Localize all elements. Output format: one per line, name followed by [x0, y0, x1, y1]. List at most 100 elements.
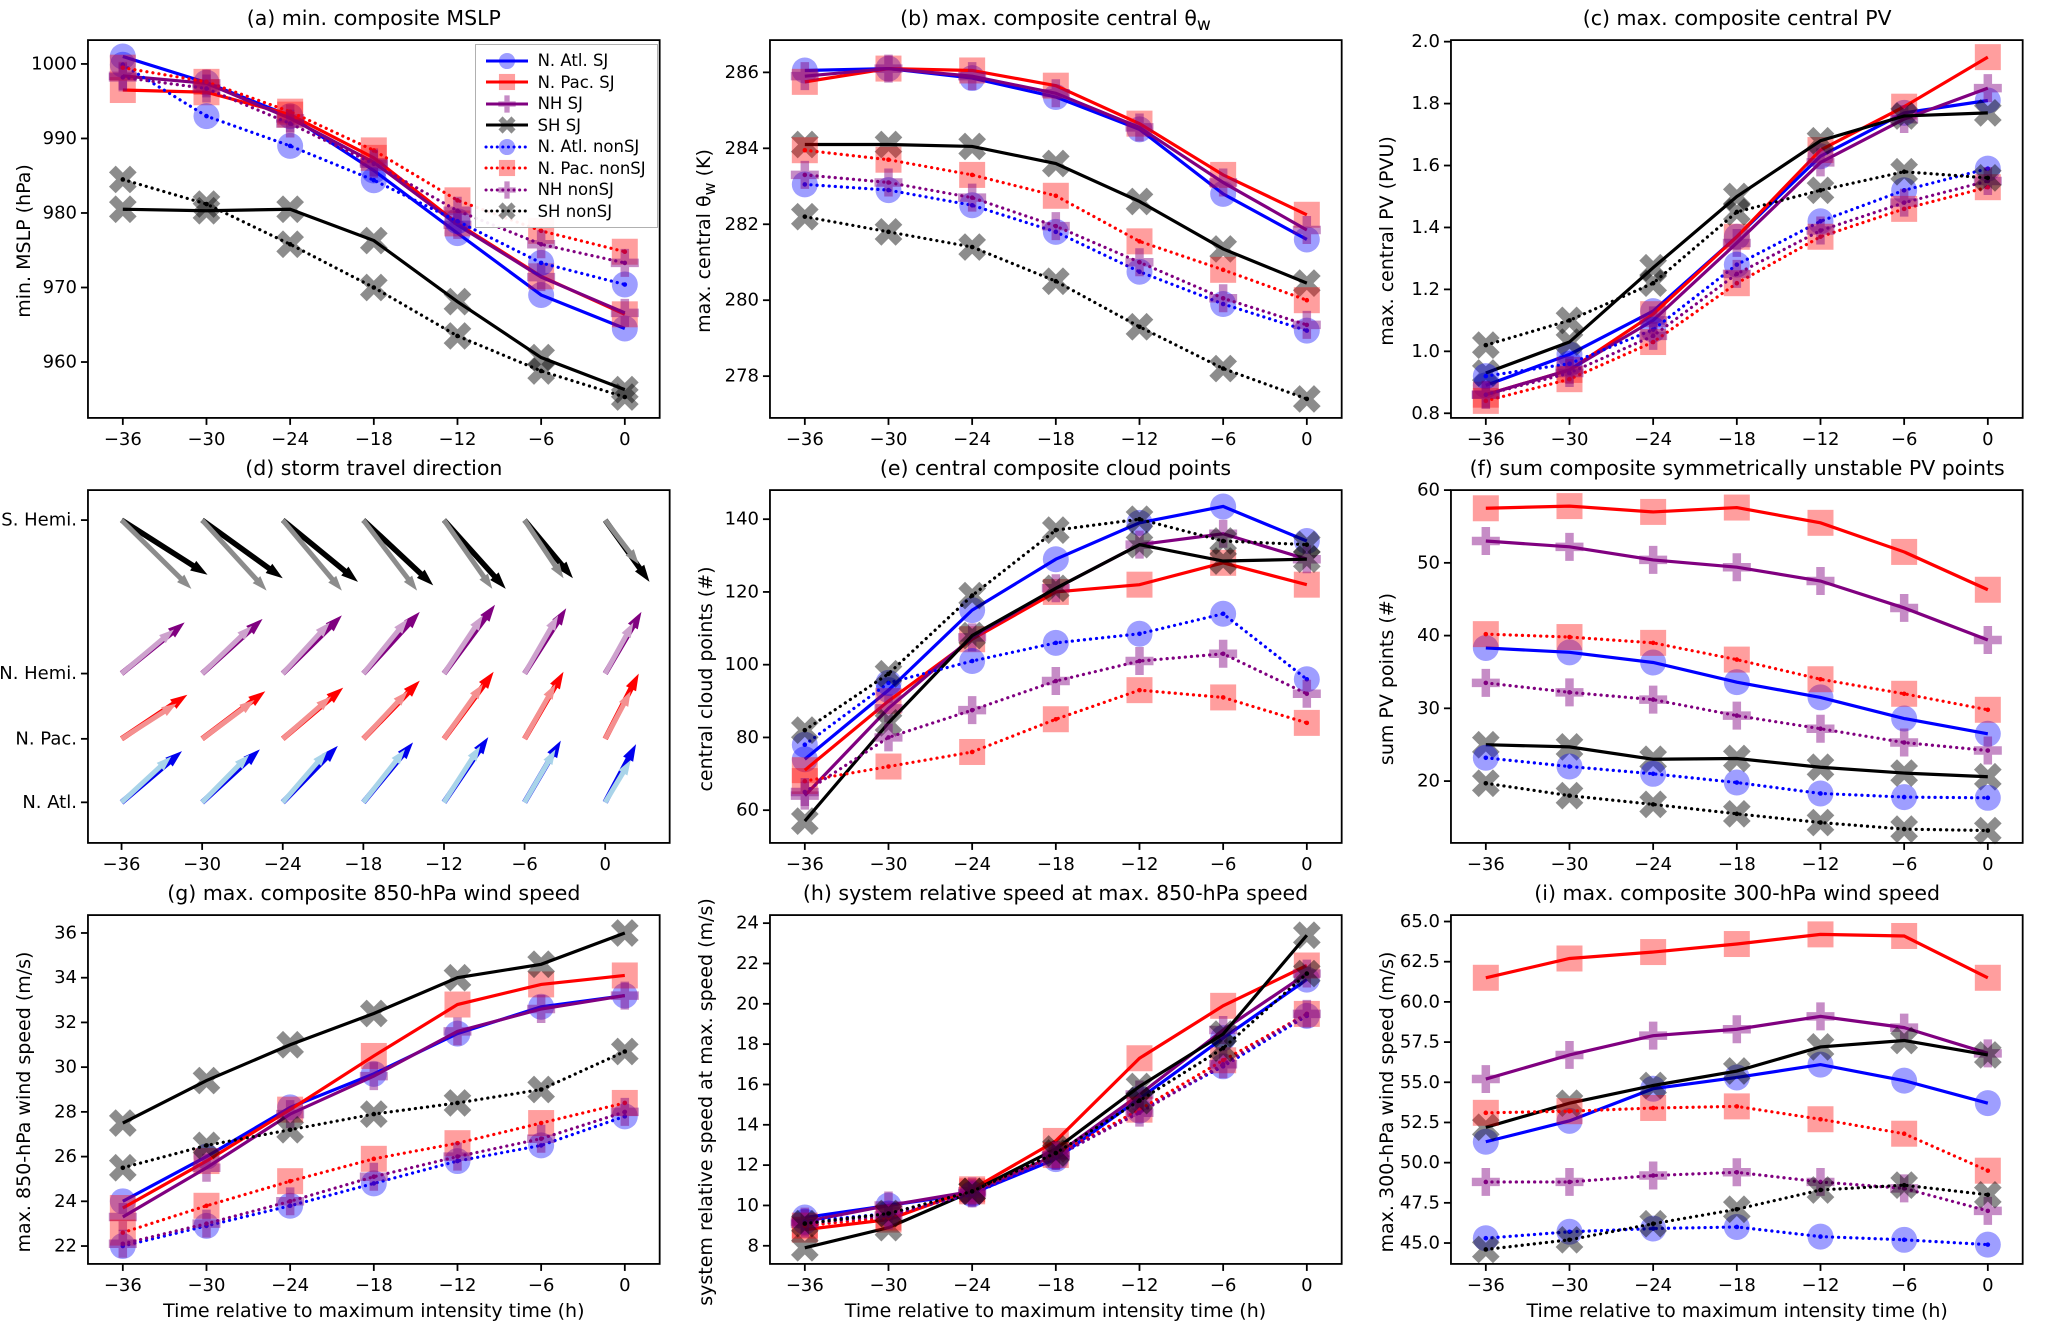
legend: N. Atl. SJ N. Pac. SJ NH SJ SH SJ N. Atl. no…	[474, 44, 658, 228]
svg-text:0: 0	[1982, 854, 1993, 875]
svg-text:1000: 1000	[31, 53, 77, 74]
svg-text:47.5: 47.5	[1400, 1192, 1440, 1213]
svg-text:284: 284	[724, 138, 758, 159]
svg-text:34: 34	[54, 967, 77, 988]
series-N. Atl. nonSJ	[1473, 1213, 2002, 1258]
panel-a-title: (a) min. composite MSLP	[246, 6, 501, 30]
square-marker-icon	[485, 74, 528, 91]
svg-text:−36: −36	[785, 854, 823, 875]
series-N. Pac. SJ	[1473, 44, 2002, 408]
svg-text:18: 18	[736, 1034, 759, 1055]
svg-text:24: 24	[736, 913, 759, 934]
svg-text:24: 24	[54, 1191, 77, 1212]
svg-text:−18: −18	[355, 429, 393, 450]
series-NH nonSJ	[108, 63, 639, 277]
legend-item: NH SJ	[484, 93, 646, 115]
svg-text:0: 0	[619, 429, 630, 450]
panel-b-canvas: −36 −30 −24 −18 −12 −6 0 278 280 282 284 286	[724, 39, 1343, 450]
svg-text:N. Hemi.: N. Hemi.	[0, 663, 77, 684]
panel-h-xlabel: Time relative to maximum intensity time …	[844, 1300, 1267, 1322]
svg-text:1.8: 1.8	[1412, 93, 1441, 114]
svg-text:−6: −6	[1210, 429, 1237, 450]
svg-text:−6: −6	[1891, 854, 1918, 875]
series-NH SJ	[790, 959, 1321, 1236]
panel-e: (e) central composite cloud points −36 −3…	[682, 450, 1364, 875]
square-marker-icon	[484, 160, 530, 177]
legend-label: NH SJ	[537, 94, 583, 114]
panel-c: (c) max. composite central PV −36 −30 −24−…	[1363, 0, 2045, 450]
series-N. Atl. SJ	[791, 966, 1320, 1231]
svg-text:−30: −30	[187, 1275, 225, 1296]
svg-text:−18: −18	[1036, 1275, 1074, 1296]
panel-i-plot-area: −36 −30 −24 −18 −12 −6 0 45.0 47.5 50.0 52.5 55.0 57…	[1363, 907, 2045, 1296]
svg-text:−24: −24	[953, 429, 991, 450]
svg-text:0: 0	[1982, 1275, 1993, 1296]
svg-text:278: 278	[724, 366, 758, 387]
series-N. Pac. nonSJ	[1473, 1093, 2002, 1184]
panel-f: (f) sum composite symmetrically unstable…	[1363, 450, 2045, 875]
svg-text:140: 140	[724, 509, 758, 530]
svg-text:−36: −36	[785, 1275, 823, 1296]
svg-text:30: 30	[1417, 698, 1440, 719]
svg-text:22: 22	[54, 1236, 77, 1257]
svg-text:36: 36	[54, 922, 77, 943]
svg-text:−30: −30	[869, 1275, 907, 1296]
svg-text:−6: −6	[1891, 1275, 1918, 1296]
arrow-row-N. Atl.	[119, 737, 637, 805]
series-SH SJ	[108, 919, 639, 1137]
panel-f-title: (f) sum composite symmetrically unstable…	[1469, 456, 2005, 480]
svg-text:−18: −18	[1036, 429, 1074, 450]
circle-marker-icon	[484, 138, 530, 155]
legend-item: SH nonSJ	[484, 201, 646, 223]
x-marker-icon	[484, 202, 530, 220]
panel-g-plot-area: −36 −30 −24 −18 −12 −6 0 22 24 26 28 30 32 34 36 max. …	[0, 907, 682, 1296]
svg-text:−6: −6	[511, 854, 538, 875]
svg-text:−6: −6	[528, 1275, 555, 1296]
svg-text:286: 286	[724, 62, 758, 83]
svg-text:−24: −24	[264, 854, 302, 875]
svg-text:−6: −6	[1210, 1275, 1237, 1296]
series-SH nonSJ	[108, 1037, 639, 1182]
series-NH SJ	[1472, 74, 2003, 409]
panel-i-canvas: −36 −30 −24 −18 −12 −6 0 45.0 47.5 50.0 52.5 55.0 57…	[1400, 911, 2024, 1296]
legend-label: SH SJ	[537, 115, 582, 135]
svg-text:N. Pac.: N. Pac.	[15, 728, 77, 749]
svg-text:990: 990	[43, 128, 77, 149]
panel-a-ylabel: min. MSLP (hPa)	[13, 164, 35, 318]
svg-text:−36: −36	[1467, 429, 1505, 450]
panel-e-plot-area: −36 −30 −24 −18 −12 −6 0 60 80 100 120 140 central …	[682, 482, 1364, 875]
series-SH nonSJ	[790, 959, 1321, 1238]
svg-text:50: 50	[1417, 552, 1440, 573]
svg-text:282: 282	[724, 214, 758, 235]
svg-text:8: 8	[747, 1235, 758, 1256]
svg-text:−30: −30	[869, 429, 907, 450]
svg-text:−24: −24	[1634, 854, 1672, 875]
legend-label: N. Atl. SJ	[537, 51, 609, 71]
series-N. Pac. SJ	[109, 962, 638, 1222]
panel-e-canvas: −36 −30 −24 −18 −12 −6 0 60 80 100 120 140	[724, 489, 1343, 875]
svg-text:−12: −12	[438, 1275, 476, 1296]
svg-text:16: 16	[736, 1074, 759, 1095]
svg-text:−24: −24	[271, 429, 309, 450]
series-NH SJ	[108, 981, 639, 1231]
legend-label: SH nonSJ	[537, 201, 613, 221]
svg-text:−18: −18	[1718, 854, 1756, 875]
panel-i-title: (i) max. composite 300-hPa wind speed	[1534, 881, 1941, 905]
panel-c-ylabel: max. central PV (PVU)	[1376, 136, 1399, 346]
svg-text:0: 0	[1301, 1275, 1312, 1296]
svg-text:45.0: 45.0	[1400, 1233, 1440, 1254]
panel-h-plot-area: −36 −30 −24 −18 −12 −6 0 8 10 12 14 16 18 20 22 24 syst…	[682, 898, 1364, 1305]
svg-text:0: 0	[619, 1275, 630, 1296]
series-N. Pac. SJ	[791, 952, 1320, 1243]
series-SH SJ	[790, 130, 1321, 297]
svg-text:26: 26	[54, 1146, 77, 1167]
svg-text:0: 0	[1301, 854, 1312, 875]
svg-text:−12: −12	[1802, 854, 1840, 875]
panel-f-canvas: −36 −30 −24 −18 −12 −6 0 20 30 40 50 60	[1417, 482, 2024, 875]
svg-text:−18: −18	[355, 1275, 393, 1296]
svg-text:12: 12	[736, 1155, 759, 1176]
svg-text:−18: −18	[1036, 854, 1074, 875]
svg-text:1.2: 1.2	[1412, 279, 1441, 300]
panel-d-title: (d) storm travel direction	[245, 456, 503, 480]
svg-text:970: 970	[43, 277, 77, 298]
